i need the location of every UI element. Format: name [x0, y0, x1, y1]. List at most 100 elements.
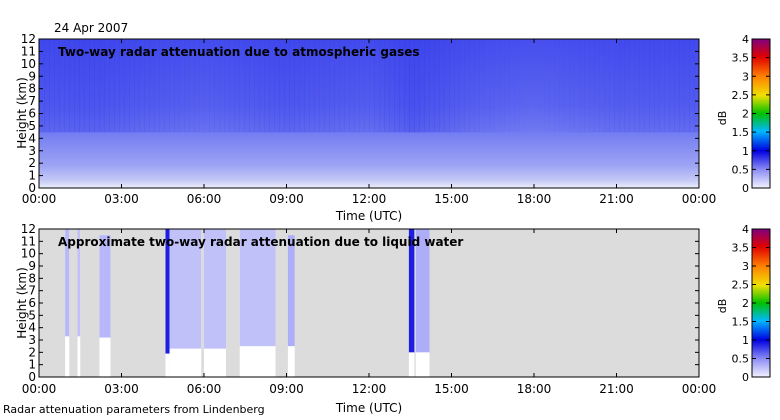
attenuation-column [499, 40, 505, 133]
attenuation-column [84, 40, 90, 133]
y-tick-label: 12 [21, 32, 36, 46]
attenuation-column [469, 40, 475, 133]
y-tick-label: 0 [28, 181, 36, 195]
y-tick-label: 9 [28, 259, 36, 273]
y-tick-label: 10 [21, 247, 36, 261]
attenuation-column [134, 40, 140, 133]
attenuation-column [214, 40, 220, 133]
attenuation-column [464, 40, 470, 133]
attenuation-column [319, 40, 325, 133]
attenuation-column [589, 40, 595, 133]
liquid-attenuation-event [169, 229, 202, 349]
colorbar-tick-label: 2 [742, 297, 749, 310]
attenuation-column [159, 40, 165, 133]
attenuation-column [264, 40, 270, 133]
attenuation-column [259, 40, 265, 133]
x-tick-label: 00:00 [682, 192, 717, 206]
x-tick-label: 18:00 [517, 192, 552, 206]
attenuation-column [434, 40, 440, 133]
x-tick-label: 00:00 [22, 382, 57, 396]
attenuation-column [554, 40, 560, 133]
liquid-attenuation-event [165, 229, 170, 354]
attenuation-column [89, 40, 95, 133]
attenuation-column [49, 40, 55, 133]
x-tick-label: 06:00 [187, 192, 222, 206]
attenuation-column [129, 40, 135, 133]
attenuation-column [364, 40, 370, 133]
y-tick-label: 5 [28, 119, 36, 133]
attenuation-column [429, 40, 435, 133]
y-tick-label: 0 [28, 370, 36, 384]
attenuation-column [539, 40, 545, 132]
liquid-attenuation-event [204, 229, 226, 349]
attenuation-column [594, 40, 600, 133]
attenuation-column [454, 40, 460, 133]
y-tick-label: 4 [28, 131, 36, 145]
attenuation-column [579, 40, 585, 133]
y-axis-label: Height (km) [15, 77, 29, 148]
y-tick-label: 8 [28, 271, 36, 285]
y-tick-label: 11 [21, 44, 36, 58]
attenuation-column [64, 40, 70, 133]
attenuation-column [289, 40, 295, 133]
attenuation-column [219, 40, 225, 133]
attenuation-column [654, 40, 660, 133]
attenuation-column [204, 40, 210, 133]
panel-title: Approximate two-way radar attenuation du… [58, 235, 463, 249]
attenuation-column [74, 40, 80, 133]
attenuation-column [544, 40, 550, 133]
attenuation-column [179, 40, 185, 133]
attenuation-column [209, 40, 215, 133]
attenuation-column [329, 40, 335, 133]
y-tick-label: 4 [28, 321, 36, 335]
attenuation-column [514, 40, 520, 133]
attenuation-column [254, 40, 260, 133]
y-tick-label: 10 [21, 57, 36, 71]
y-tick-label: 2 [28, 156, 36, 170]
attenuation-column [659, 40, 665, 133]
date-label: 24 Apr 2007 [54, 21, 128, 35]
x-tick-label: 12:00 [352, 382, 387, 396]
attenuation-column [484, 40, 490, 133]
x-axis-label: Time (UTC) [335, 401, 402, 415]
attenuation-column [39, 40, 45, 133]
colorbar-liquid: 0 0.5 1 1.5 2 2.5 3 3.5 4 dB [716, 223, 771, 384]
x-tick-label: 03:00 [104, 382, 139, 396]
attenuation-column [104, 40, 110, 133]
attenuation-column [144, 40, 150, 133]
liquid-attenuation-event [65, 229, 70, 337]
attenuation-column [674, 40, 680, 133]
attenuation-column [304, 40, 310, 133]
attenuation-column [279, 40, 285, 133]
colorbar-tick-label: 2 [742, 108, 749, 121]
attenuation-column [389, 40, 395, 133]
colorbar-gas: 0 0.5 1 1.5 2 2.5 3 3.5 4 dB [716, 33, 771, 195]
x-tick-label: 15:00 [434, 382, 469, 396]
attenuation-column [444, 40, 450, 133]
attenuation-column [439, 40, 445, 133]
colorbar-tick-label: 3.5 [732, 242, 750, 255]
liquid-attenuation-event [77, 229, 81, 337]
attenuation-column [189, 40, 195, 133]
attenuation-column [309, 40, 315, 133]
attenuation-column [494, 40, 500, 133]
attenuation-column [244, 40, 250, 133]
liquid-attenuation-event [408, 229, 415, 353]
attenuation-column [374, 40, 380, 133]
attenuation-column [294, 40, 300, 133]
colorbar-unit: dB [716, 299, 729, 314]
attenuation-column [394, 40, 400, 133]
attenuation-column [449, 40, 455, 133]
colorbar-tick-label: 0 [742, 182, 749, 195]
attenuation-column [59, 40, 65, 133]
attenuation-column [584, 40, 590, 133]
colorbar-tick-label: 1 [742, 334, 749, 347]
colorbar-tick-label: 0.5 [732, 163, 750, 176]
y-tick-label: 3 [28, 144, 36, 158]
attenuation-column [604, 40, 610, 133]
attenuation-column [504, 40, 510, 133]
attenuation-column [249, 40, 255, 133]
y-tick-label: 7 [28, 284, 36, 298]
liquid-attenuation-event [415, 229, 430, 353]
